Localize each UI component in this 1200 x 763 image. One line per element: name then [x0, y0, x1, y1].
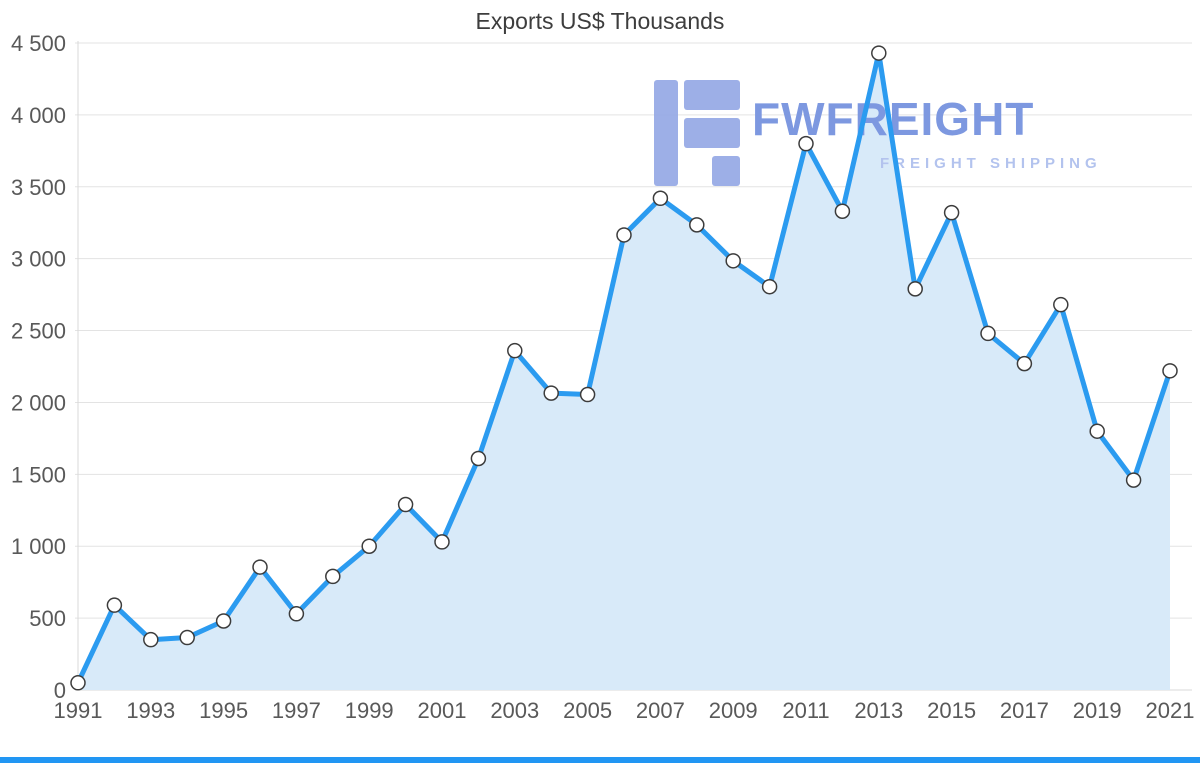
bottom-accent-bar [0, 757, 1200, 763]
data-point-marker [980, 325, 996, 342]
data-point-marker [434, 534, 450, 550]
x-tick-label: 1993 [126, 698, 175, 723]
data-point-marker [179, 629, 195, 646]
data-point-marker [1053, 296, 1069, 313]
data-point-marker [943, 204, 960, 221]
x-tick-label: 1991 [54, 698, 103, 723]
y-tick-label: 1 500 [11, 462, 66, 487]
y-tick-label: 3 000 [11, 247, 66, 272]
x-tick-label: 2007 [636, 698, 685, 723]
data-point-marker [579, 386, 596, 403]
data-point-marker [543, 385, 559, 401]
data-point-marker [761, 278, 778, 295]
data-point-marker [907, 281, 923, 297]
watermark: FWFREIGHT FREIGHT SHIPPING [654, 80, 1102, 186]
x-tick-label: 2009 [709, 698, 758, 723]
data-point-marker [252, 559, 268, 575]
data-point-marker [725, 253, 741, 269]
data-point-marker [106, 597, 123, 613]
y-tick-label: 3 500 [11, 175, 66, 200]
data-point-marker [507, 342, 523, 359]
y-tick-label: 4 500 [11, 31, 66, 56]
x-tick-label: 2005 [563, 698, 612, 723]
x-axis-labels: 1991 1993 1995 1997 1999 2001 2003 2005 2007 2009… [54, 698, 1195, 723]
x-tick-label: 2019 [1073, 698, 1122, 723]
y-tick-label: 2 000 [11, 390, 66, 415]
data-point-marker [1016, 355, 1033, 372]
x-tick-label: 2001 [418, 698, 467, 723]
y-tick-label: 1 000 [11, 534, 66, 559]
data-point-markers [70, 45, 1178, 691]
data-point-marker [397, 496, 414, 513]
y-tick-label: 2 500 [11, 319, 66, 344]
y-tick-label: 4 000 [11, 103, 66, 128]
x-tick-label: 1997 [272, 698, 321, 723]
x-tick-label: 2013 [854, 698, 903, 723]
data-point-marker [689, 217, 705, 233]
x-tick-label: 2021 [1146, 698, 1195, 723]
y-tick-label: 0 [54, 678, 66, 703]
data-point-marker [1089, 423, 1105, 439]
data-point-marker [1125, 472, 1142, 488]
chart-title: Exports US$ Thousands [475, 8, 725, 34]
x-tick-label: 1995 [199, 698, 248, 723]
fwfreight-logo-icon [654, 80, 740, 186]
data-point-marker [143, 631, 159, 648]
data-point-marker [288, 606, 305, 622]
data-point-marker [798, 135, 814, 152]
data-point-marker [871, 45, 887, 61]
x-tick-label: 1999 [345, 698, 394, 723]
data-point-marker [652, 190, 669, 207]
data-point-marker [361, 538, 377, 554]
x-tick-label: 2017 [1000, 698, 1049, 723]
data-point-marker [470, 450, 487, 467]
x-tick-label: 2015 [927, 698, 976, 723]
data-point-marker [325, 568, 341, 585]
data-point-marker [834, 203, 851, 219]
x-tick-label: 2003 [490, 698, 539, 723]
y-axis-labels: 0 500 1 000 1 500 2 000 2 500 3 000 3 500 4 000 4… [11, 31, 66, 703]
data-point-marker [215, 613, 232, 629]
x-tick-label: 2011 [782, 698, 829, 723]
data-point-marker [616, 227, 632, 243]
area-fill [78, 53, 1170, 691]
watermark-tagline-text: FREIGHT SHIPPING [880, 155, 1102, 172]
data-point-marker [70, 675, 86, 691]
y-tick-label: 500 [29, 606, 66, 631]
data-point-marker [1162, 363, 1178, 379]
